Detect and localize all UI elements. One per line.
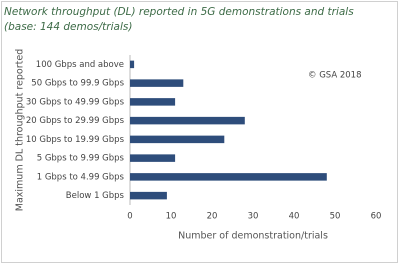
y-tick-label: Below 1 Gbps — [66, 191, 125, 201]
bar — [130, 154, 176, 162]
x-tick-label: 20 — [207, 212, 218, 222]
bar — [130, 116, 245, 125]
chart-subtitle: (base: 144 demos/trials) — [4, 21, 132, 33]
y-tick-label: 30 Gbps to 49.99 Gbps — [26, 97, 125, 107]
bar — [130, 191, 167, 200]
bar — [130, 135, 225, 144]
bar — [130, 98, 176, 106]
x-axis-title: Number of demonstration/trials — [178, 231, 328, 242]
y-tick-label: 20 Gbps to 29.99 Gbps — [26, 116, 125, 126]
bar — [130, 173, 327, 181]
annotation: © GSA 2018 — [308, 71, 362, 81]
x-tick-label: 40 — [289, 212, 300, 222]
y-tick-label: 5 Gbps to 9.99 Gbps — [37, 154, 125, 164]
y-tick-label: 50 Gbps to 99.9 Gbps — [31, 79, 124, 89]
y-tick-label: 1 Gbps to 4.99 Gbps — [37, 172, 125, 182]
y-axis-title: Maximum DL throughput reported — [15, 49, 26, 211]
x-tick-label: 0 — [127, 212, 132, 222]
x-tick-label: 50 — [330, 212, 341, 222]
y-tick-label: 10 Gbps to 19.99 Gbps — [26, 135, 125, 145]
bar — [130, 60, 135, 69]
chart-title: Network throughput (DL) reported in 5G d… — [4, 6, 354, 18]
x-tick-label: 10 — [166, 212, 177, 222]
x-tick-label: 60 — [371, 212, 382, 222]
bar — [130, 79, 184, 87]
x-tick-label: 30 — [248, 212, 259, 222]
y-tick-label: 100 Gbps and above — [36, 60, 124, 70]
